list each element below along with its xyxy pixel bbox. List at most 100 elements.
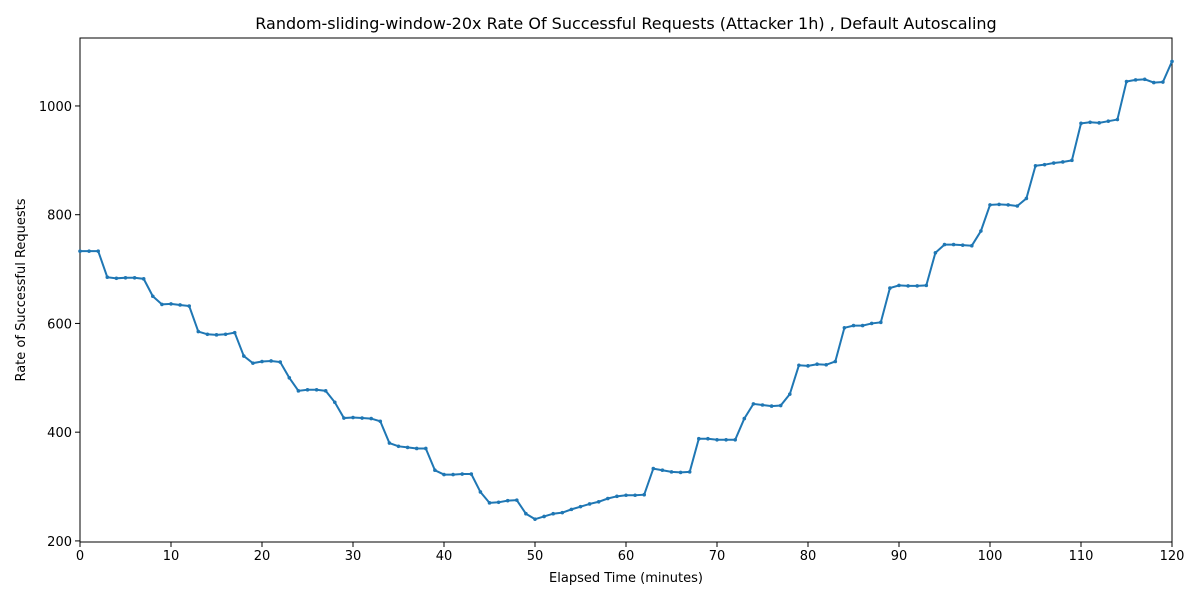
- data-point: [879, 320, 883, 325]
- data-point: [132, 275, 137, 280]
- data-point: [660, 468, 665, 473]
- data-point: [869, 321, 874, 326]
- data-point: [242, 354, 246, 358]
- data-point: [897, 283, 901, 288]
- data-point: [842, 325, 847, 330]
- data-point: [269, 359, 273, 363]
- data-point: [505, 498, 510, 503]
- data-point: [223, 332, 228, 337]
- data-point: [396, 444, 401, 449]
- data-point: [214, 333, 219, 337]
- data-point: [824, 362, 828, 367]
- data-point: [1024, 196, 1029, 201]
- data-point: [924, 283, 929, 288]
- data-point: [515, 498, 519, 502]
- data-point: [87, 249, 91, 253]
- data-point: [624, 493, 628, 498]
- data-point: [788, 392, 792, 396]
- data-point: [633, 493, 637, 498]
- data-point: [815, 362, 819, 367]
- data-point: [697, 436, 701, 441]
- data-point: [778, 403, 783, 408]
- data-point: [469, 472, 474, 476]
- data-point: [333, 400, 337, 405]
- data-point: [1097, 121, 1101, 125]
- data-point: [296, 389, 301, 393]
- data-point: [405, 445, 410, 450]
- data-point: [724, 437, 728, 442]
- data-point: [951, 242, 956, 247]
- data-point: [487, 501, 492, 505]
- data-point: [642, 492, 646, 497]
- x-tick-label: 110: [1069, 549, 1094, 564]
- x-tick-label: 120: [1160, 549, 1185, 564]
- data-point: [560, 510, 565, 515]
- data-point: [524, 511, 528, 516]
- data-point: [769, 404, 774, 408]
- x-tick-label: 50: [527, 549, 544, 564]
- data-point: [1161, 80, 1165, 84]
- y-tick-label: 200: [47, 535, 72, 550]
- data-point: [305, 387, 310, 392]
- data-point: [424, 446, 428, 451]
- x-tick-label: 20: [254, 549, 271, 564]
- data-point: [742, 416, 747, 421]
- data-point: [342, 416, 346, 420]
- y-tick-label: 600: [47, 317, 72, 332]
- data-point: [596, 499, 601, 504]
- data-point: [915, 284, 919, 288]
- data-point: [970, 243, 974, 248]
- data-point: [1133, 78, 1138, 82]
- data-point: [1079, 121, 1083, 126]
- data-point: [933, 250, 938, 255]
- data-point: [1088, 120, 1092, 125]
- data-point: [105, 275, 110, 280]
- x-tick-label: 100: [978, 549, 1003, 564]
- data-point: [442, 472, 446, 477]
- x-axis-label: Elapsed Time (minutes): [549, 571, 703, 586]
- data-point: [1106, 119, 1111, 123]
- data-point: [806, 364, 810, 368]
- data-point: [888, 286, 892, 290]
- data-point: [78, 249, 82, 253]
- data-point: [1142, 77, 1147, 82]
- data-point: [569, 507, 574, 512]
- data-point: [169, 302, 173, 306]
- y-tick-label: 800: [47, 209, 72, 224]
- data-point: [960, 243, 965, 247]
- data-point: [460, 472, 465, 476]
- data-point: [123, 275, 128, 280]
- data-point: [760, 403, 765, 407]
- data-point: [496, 500, 501, 505]
- data-point: [669, 470, 674, 474]
- data-point: [1033, 163, 1038, 168]
- data-point: [1124, 79, 1129, 84]
- data-point: [979, 229, 983, 233]
- data-point: [160, 302, 164, 307]
- x-tick-label: 30: [345, 549, 362, 564]
- x-tick-label: 70: [709, 549, 726, 564]
- data-point: [1042, 162, 1047, 167]
- x-tick-label: 60: [618, 549, 635, 564]
- data-point: [1115, 117, 1120, 122]
- x-tick-label: 40: [436, 549, 453, 564]
- data-point: [860, 323, 865, 328]
- data-point: [387, 441, 392, 445]
- data-point: [1015, 204, 1020, 208]
- data-point: [1070, 158, 1074, 163]
- data-point: [906, 284, 910, 288]
- data-point: [414, 446, 419, 451]
- data-point: [96, 249, 100, 253]
- data-point: [278, 360, 283, 364]
- data-point: [287, 376, 292, 380]
- data-point: [360, 416, 364, 420]
- data-point: [578, 504, 583, 509]
- data-point: [542, 514, 546, 519]
- data-point: [715, 437, 719, 442]
- data-point: [351, 415, 355, 420]
- data-point: [314, 387, 319, 392]
- data-point: [651, 466, 656, 471]
- data-point: [478, 490, 483, 494]
